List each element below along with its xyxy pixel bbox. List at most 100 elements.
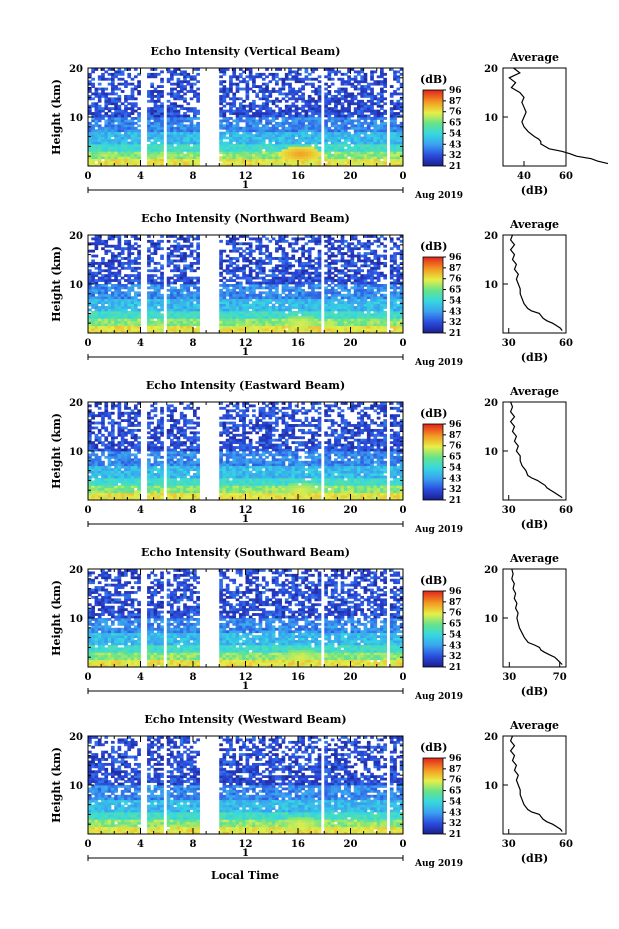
heatmap-cell: [268, 163, 273, 167]
heatmap-cell: [261, 82, 266, 86]
heatmap-cell: [298, 284, 302, 287]
heatmap-cell: [380, 153, 384, 157]
heatmap-cell: [186, 318, 191, 322]
heatmap-cell: [97, 112, 102, 115]
heatmap-cell: [120, 306, 125, 309]
heatmap-cell: [245, 163, 250, 167]
heatmap-cell: [101, 296, 105, 300]
heatmap-cell: [156, 323, 161, 327]
heatmap-cell: [88, 112, 92, 115]
heatmap-cell: [91, 134, 95, 137]
heatmap-cell: [94, 315, 99, 319]
heatmap-cell: [130, 121, 135, 125]
heatmap-cell: [366, 306, 371, 309]
heatmap-cell: [133, 269, 138, 273]
heatmap-cell: [235, 124, 240, 128]
heatmap-cell: [130, 153, 135, 157]
heatmap-cell: [324, 68, 328, 71]
heatmap-cell: [186, 328, 191, 331]
heatmap-cell: [314, 156, 319, 160]
heatmap-cell: [133, 148, 138, 152]
heatmap-cell: [268, 320, 273, 324]
heatmap-cell: [376, 296, 381, 300]
heatmap-cell: [307, 136, 312, 140]
heatmap-cell: [383, 306, 387, 309]
heatmap-cell: [366, 148, 371, 152]
heatmap-cell: [383, 288, 387, 292]
heatmap-cell: [383, 112, 387, 115]
heatmap-cell: [324, 313, 328, 317]
heatmap-cell: [393, 161, 397, 164]
heatmap-cell: [327, 301, 332, 304]
heatmap-cell: [373, 141, 378, 145]
heatmap-cell: [393, 156, 397, 160]
heatmap-cell: [183, 293, 187, 297]
heatmap-cell: [380, 141, 384, 145]
heatmap-cell: [137, 117, 141, 120]
heatmap-cell: [183, 141, 187, 145]
heatmap-cell: [255, 136, 260, 140]
heatmap-cell: [370, 328, 374, 331]
heatmap-cell: [196, 313, 200, 317]
heatmap-cell: [229, 121, 233, 125]
heatmap-cell: [373, 121, 378, 125]
heatmap-cell: [393, 318, 397, 322]
heatmap-cell: [183, 75, 187, 79]
heatmap-cell: [357, 70, 361, 74]
heatmap-cell: [114, 320, 118, 324]
heatmap-cell: [307, 153, 312, 157]
heatmap-cell: [114, 72, 118, 76]
heatmap-cell: [376, 288, 381, 292]
heatmap-cell: [114, 70, 118, 74]
heatmap-cell: [288, 291, 292, 295]
heatmap-cell: [340, 134, 345, 137]
heatmap-cell: [252, 163, 256, 167]
heatmap-cell: [225, 109, 230, 113]
heatmap-cell: [334, 90, 338, 93]
heatmap-cell: [268, 121, 273, 125]
heatmap-cell: [288, 146, 292, 150]
heatmap-cell: [261, 328, 266, 331]
heatmap-cell: [107, 313, 112, 317]
heatmap-cell: [160, 90, 164, 93]
heatmap-cell: [350, 298, 355, 302]
heatmap-cell: [284, 279, 289, 282]
heatmap-cell: [380, 318, 384, 322]
heatmap-cell: [337, 87, 342, 91]
heatmap-cell: [304, 291, 309, 295]
heatmap-cell: [88, 158, 92, 162]
heatmap-cell: [389, 68, 394, 71]
heatmap-cell: [88, 269, 92, 273]
heatmap-cell: [225, 291, 230, 295]
heatmap-cell: [294, 301, 299, 304]
heatmap-cell: [324, 97, 328, 101]
heatmap-cell: [330, 124, 335, 128]
heatmap-cell: [258, 264, 263, 268]
heatmap-cell: [225, 254, 230, 258]
heatmap-cell: [380, 112, 384, 115]
heatmap-cell: [271, 291, 276, 295]
heatmap-cell: [245, 318, 250, 322]
heatmap-cell: [360, 281, 365, 285]
heatmap-cell: [147, 296, 151, 300]
heatmap-cell: [130, 284, 135, 287]
heatmap-cell: [370, 271, 374, 275]
heatmap-cell: [222, 291, 227, 295]
heatmap-cell: [399, 121, 404, 125]
heatmap-cell: [366, 264, 371, 268]
heatmap-cell: [311, 298, 315, 302]
heatmap-cell: [294, 315, 299, 319]
heatmap-cell: [353, 136, 358, 140]
heatmap-cell: [245, 109, 250, 113]
heatmap-cell: [393, 153, 397, 157]
heatmap-cell: [399, 92, 404, 96]
heatmap-cell: [232, 310, 237, 314]
heatmap-cell: [160, 107, 164, 111]
y-tick-label: 10: [69, 113, 83, 124]
heatmap-cell: [373, 139, 378, 142]
heatmap-cell: [229, 293, 233, 297]
heatmap-cell: [291, 254, 296, 258]
heatmap-cell: [186, 117, 191, 120]
heatmap-cell: [153, 323, 158, 327]
heatmap-cell: [150, 269, 155, 273]
